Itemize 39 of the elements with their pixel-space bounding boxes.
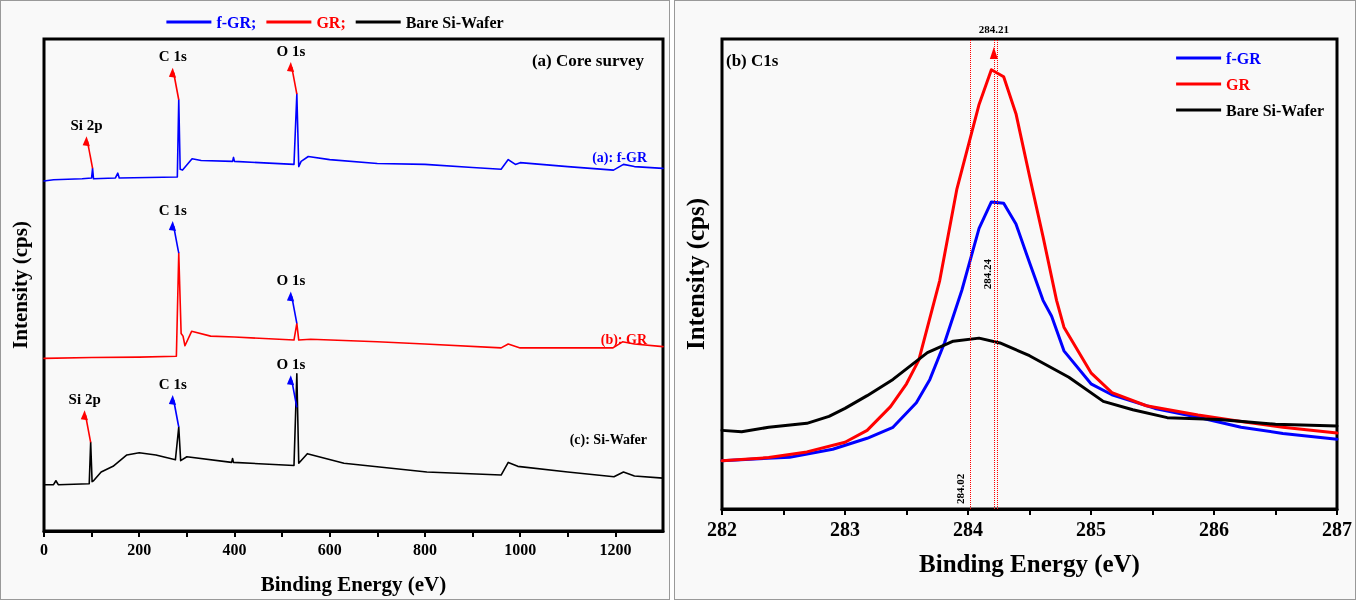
x-tick-label: 1000	[504, 540, 537, 558]
annotation: C 1s	[158, 201, 187, 218]
legend-label: f-GR	[1226, 49, 1262, 67]
x-tick-label: 283	[830, 518, 860, 540]
x-axis-title: Binding Energy (eV)	[919, 550, 1140, 578]
x-tick-label: 287	[1322, 518, 1352, 540]
annotation: O 1s	[276, 42, 306, 59]
y-axis-title: Intensity (cps)	[682, 197, 710, 351]
x-tick-label: 0	[40, 540, 48, 558]
annotation: C 1s	[158, 48, 187, 65]
x-tick-label: 284	[953, 518, 983, 540]
chart-title: (a) Core survey	[531, 51, 645, 70]
ref-line-label: 284.21	[978, 22, 1009, 35]
legend-label: GR	[1226, 75, 1251, 93]
x-tick-label: 200	[127, 540, 152, 558]
annotation: Si 2p	[68, 390, 101, 407]
x-tick-label: 600	[317, 540, 342, 558]
x-tick-label: 282	[707, 518, 737, 540]
x-tick-label: 800	[412, 540, 437, 558]
annotation: O 1s	[276, 355, 306, 372]
x-tick-label: 1200	[599, 540, 632, 558]
y-axis-title: Intensity (cps)	[7, 221, 32, 349]
legend-label: Bare Si-Wafer	[405, 13, 504, 31]
annotation: Si 2p	[70, 116, 103, 133]
x-tick-label: 285	[1076, 518, 1106, 540]
chart-title: (b) C1s	[726, 51, 779, 70]
legend-label: Bare Si-Wafer	[1226, 101, 1324, 119]
annotation: (c): Si-Wafer	[569, 431, 647, 448]
annotation: (b): GR	[600, 331, 648, 348]
legend-label: f-GR;	[216, 13, 257, 31]
x-tick-label: 286	[1199, 518, 1229, 540]
ref-line-label: 284.02	[953, 473, 966, 504]
annotation: O 1s	[276, 271, 306, 288]
annotation: C 1s	[158, 375, 187, 392]
annotation: (a): f-GR	[592, 149, 648, 166]
ref-line-label: 284.24	[981, 258, 994, 290]
x-axis-title: Binding Energy (eV)	[260, 571, 447, 596]
x-tick-label: 400	[222, 540, 247, 558]
legend-label: GR;	[316, 13, 346, 31]
